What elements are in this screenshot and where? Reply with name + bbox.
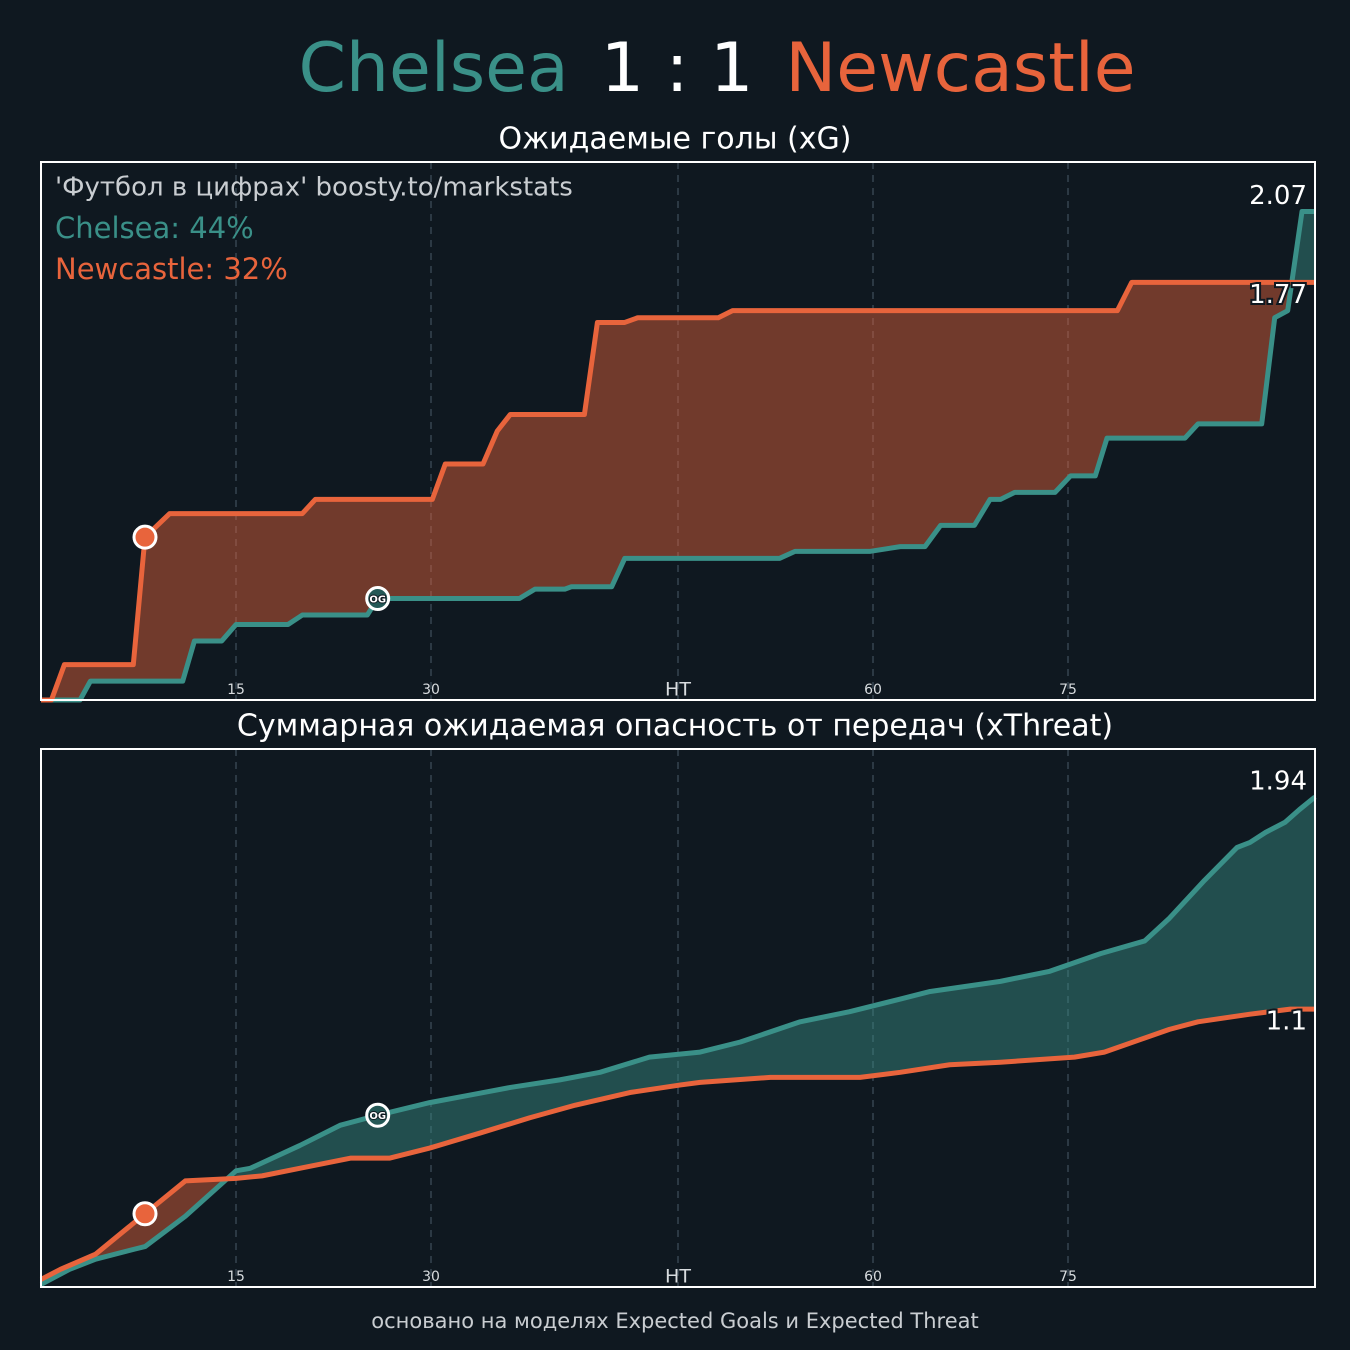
end-value-label: 1.77 <box>1249 280 1307 310</box>
match-title: Chelsea 1 : 1 Newcastle <box>298 29 1135 108</box>
series-line <box>39 1006 1315 1282</box>
goal-marker <box>365 1102 391 1128</box>
x-tick-label: 75 <box>1059 1269 1077 1285</box>
legend-entry: Newcastle: 32% <box>55 252 288 286</box>
x-tick-label: 60 <box>864 1269 882 1285</box>
goal-marker <box>132 1201 158 1227</box>
chart-subtitle: Суммарная ожидаемая опасность от передач… <box>237 709 1113 744</box>
goal-label: OG <box>369 1111 386 1122</box>
area-fill <box>41 796 1315 1285</box>
plot-frame <box>40 748 1316 1288</box>
series-line <box>41 209 1315 703</box>
x-tick-label: 30 <box>422 682 440 698</box>
x-tick-label: 60 <box>864 682 882 698</box>
chart-subtitle: Ожидаемые голы (xG) <box>499 122 852 157</box>
x-tick-label: 75 <box>1059 682 1077 698</box>
series-line <box>41 279 1315 703</box>
legend-entry: Chelsea: 44% <box>55 211 254 245</box>
score: 1 : 1 <box>601 29 754 108</box>
goal-marker <box>132 524 158 550</box>
end-value-label: 2.07 <box>1249 181 1307 211</box>
x-tick-label: 15 <box>227 682 245 698</box>
x-tick-label: 30 <box>422 1269 440 1285</box>
goal-marker <box>365 586 391 612</box>
x-tick-label: HT <box>665 679 691 701</box>
goal-label: OG <box>369 595 386 606</box>
end-value-label: 1.94 <box>1249 766 1307 796</box>
annotation: 'Футбол в цифрах' boosty.to/markstats <box>55 173 573 203</box>
series-line <box>39 795 1317 1287</box>
x-tick-label: 15 <box>227 1269 245 1285</box>
away-team: Newcastle <box>785 29 1135 108</box>
x-tick-label: HT <box>665 1266 691 1288</box>
footer: основано на моделях Expected Goals и Exp… <box>371 1309 978 1333</box>
end-value-label: 1.1 <box>1266 1007 1307 1037</box>
home-team: Chelsea <box>298 29 568 108</box>
plot-frame <box>40 161 1316 701</box>
area-fill <box>41 282 1315 700</box>
